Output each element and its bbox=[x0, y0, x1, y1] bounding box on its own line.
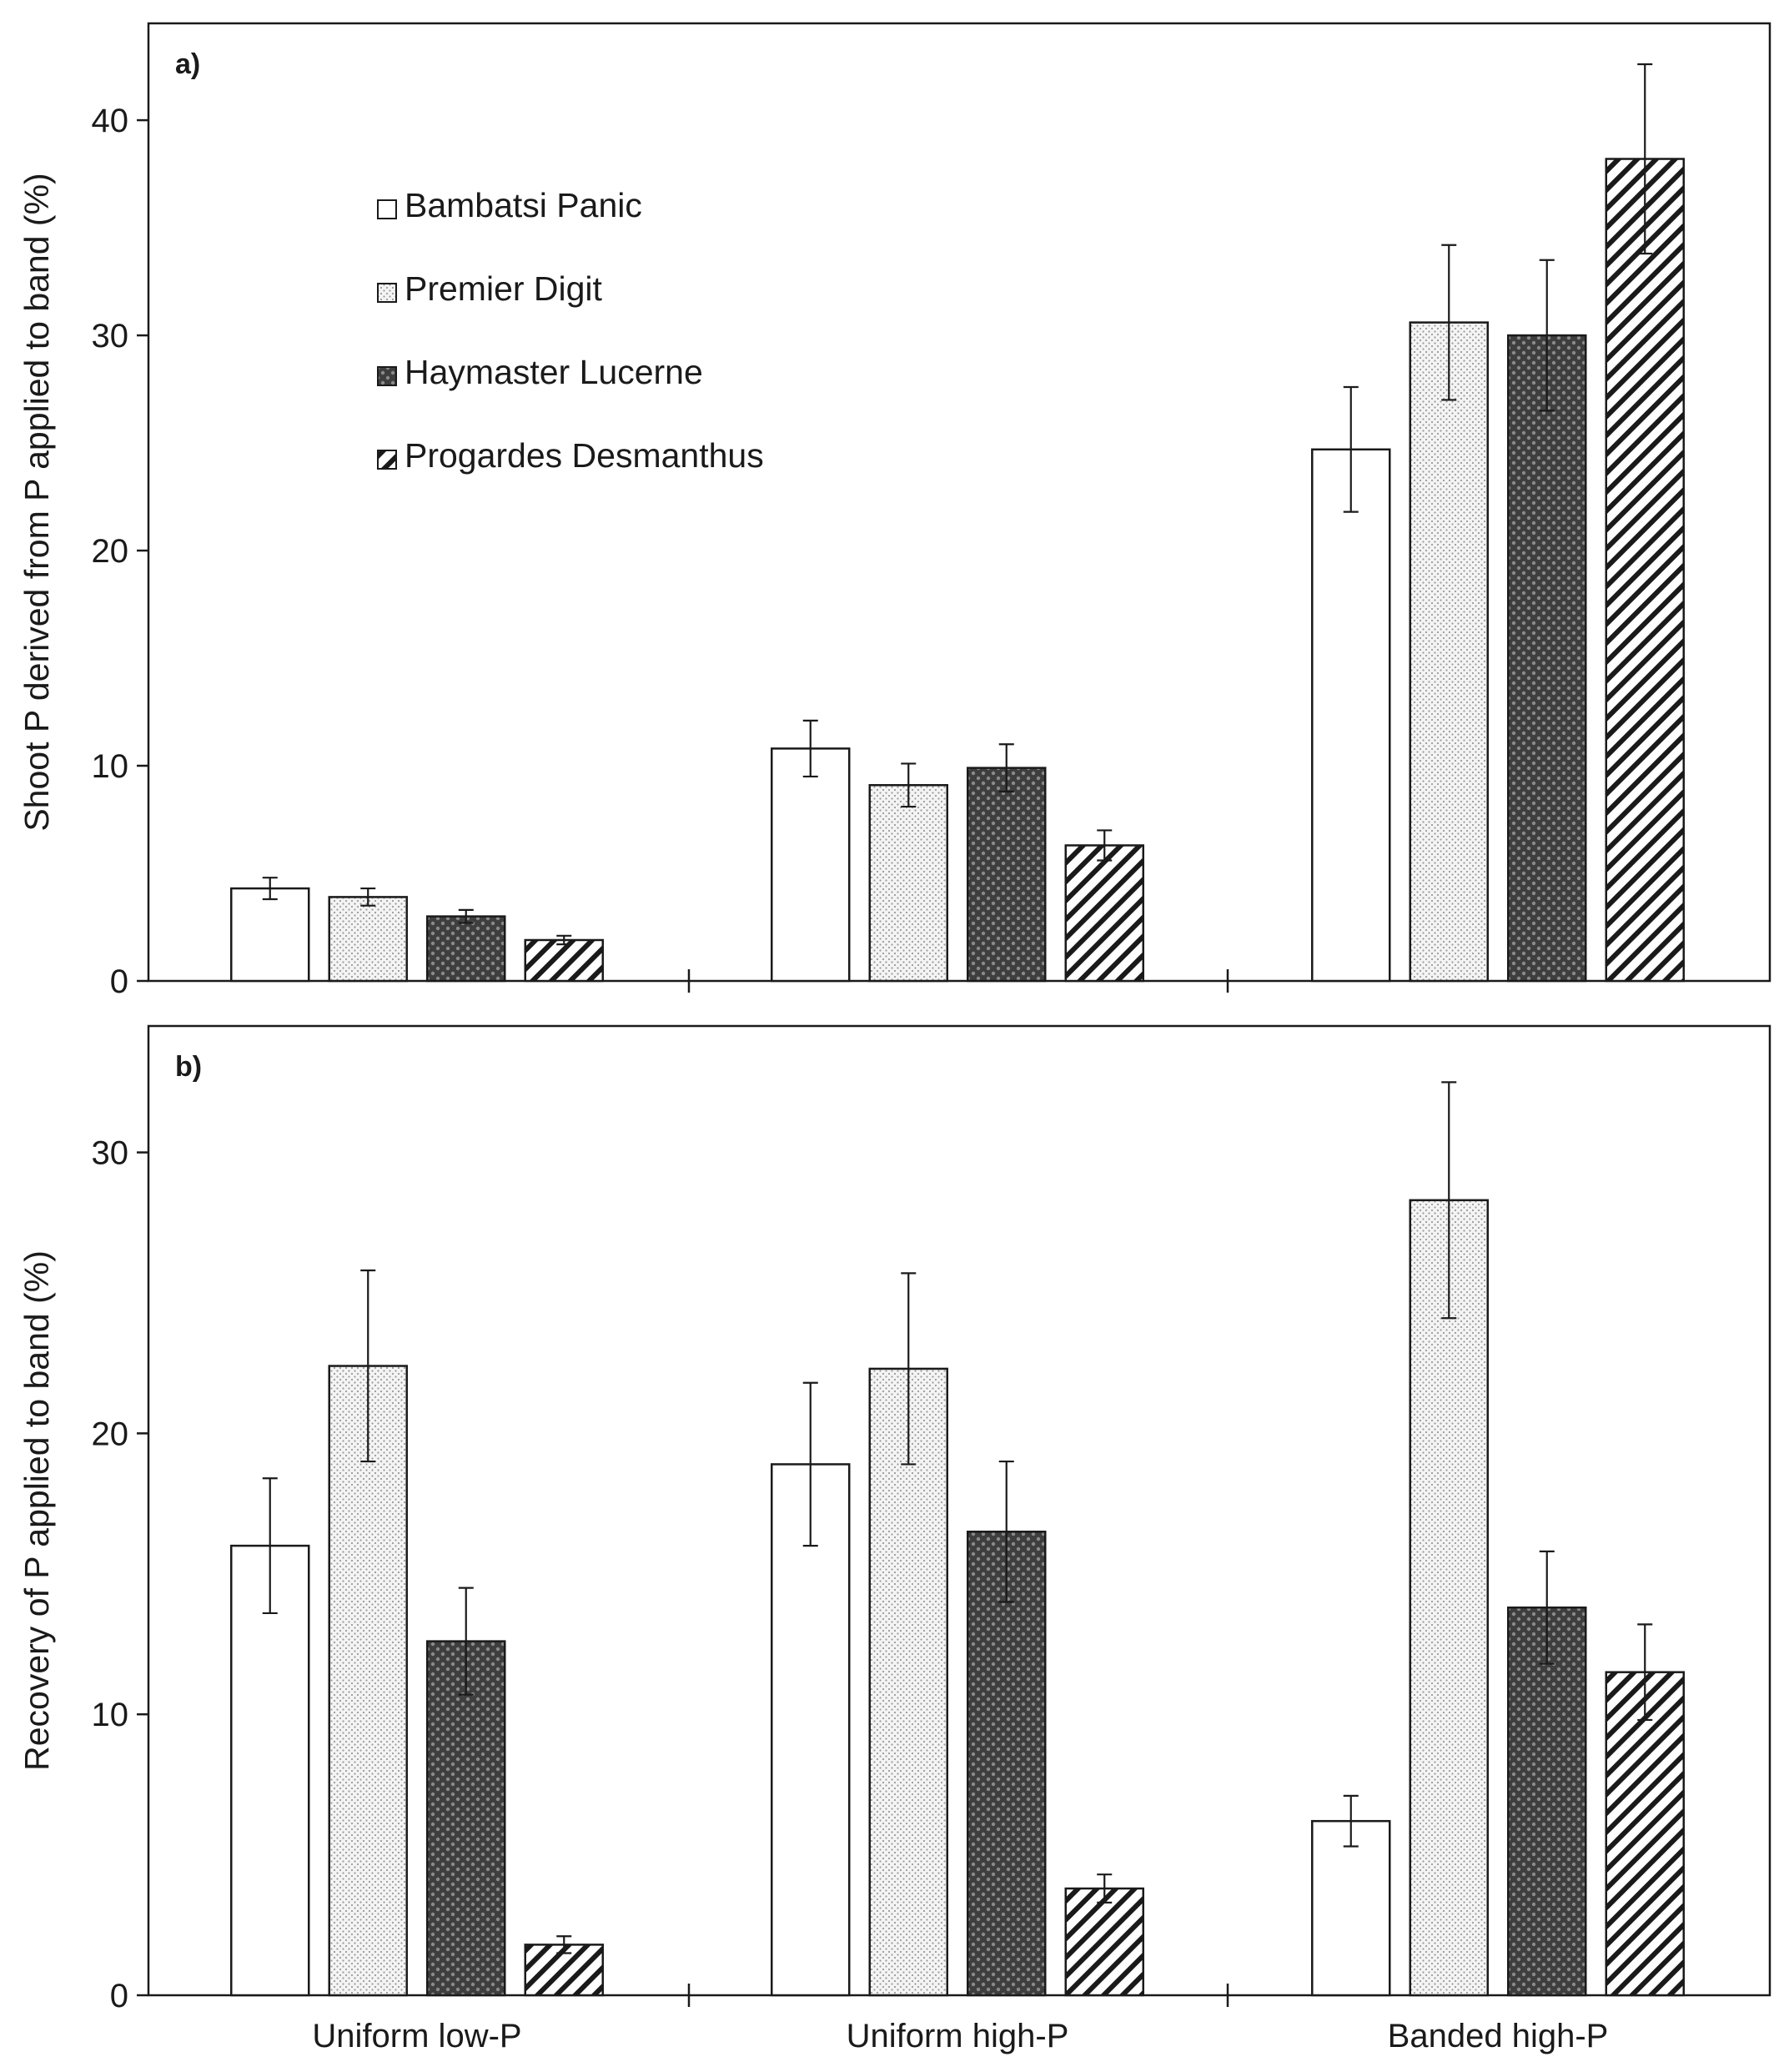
panel-b-bar-haymaster-lucerne-uniform-low-p-error-bar bbox=[458, 1587, 474, 1696]
panel-a-bar-progardes-desmanthus-uniform-high-p-error-bar bbox=[1097, 829, 1113, 862]
panel-a-bar-bambatsi-panic-uniform-low-p bbox=[230, 887, 310, 983]
panel-a-ytick-label: 0 bbox=[110, 963, 128, 1000]
panel-b-bar-haymaster-lucerne-banded-high-p-error-bar bbox=[1539, 1550, 1555, 1665]
panel-b-bar-bambatsi-panic-uniform-high-p bbox=[771, 1463, 851, 1997]
panel-a-bar-haymaster-lucerne-uniform-low-p-error-bar bbox=[458, 908, 474, 924]
panel-b-bar-premier-digit-uniform-low-p bbox=[328, 1365, 408, 1997]
legend-label-progardes-desmanthus: Progardes Desmanthus bbox=[405, 436, 764, 475]
panel-a-bar-progardes-desmanthus-banded-high-p bbox=[1605, 158, 1685, 983]
panel-a-bar-bambatsi-panic-banded-high-p bbox=[1311, 448, 1391, 983]
panel-b-bar-haymaster-lucerne-uniform-high-p-error-bar bbox=[998, 1460, 1014, 1603]
panel-b: b) 0 10 20 30 Recovery of P applied to band (… bbox=[18, 1024, 1771, 2054]
panel-a-bar-haymaster-lucerne-banded-high-p-error-bar bbox=[1539, 259, 1555, 412]
panel-a-ytick-label: 30 bbox=[92, 318, 129, 355]
legend-swatch-progardes-desmanthus bbox=[377, 450, 397, 470]
panel-b-bar-premier-digit-banded-high-p-error-bar bbox=[1441, 1081, 1457, 1320]
panel-a-bar-progardes-desmanthus-uniform-low-p-error-bar bbox=[556, 934, 572, 946]
panel-a-label: a) bbox=[175, 48, 200, 80]
legend-label-premier-digit: Premier Digit bbox=[405, 269, 603, 308]
panel-a-bar-bambatsi-panic-uniform-low-p-error-bar bbox=[262, 877, 278, 901]
panel-a-bar-progardes-desmanthus-banded-high-p-error-bar bbox=[1637, 63, 1653, 255]
x-category-label-banded-high-p: Banded high-P bbox=[1388, 2018, 1609, 2054]
x-category-label-uniform-high-p: Uniform high-P bbox=[847, 2018, 1069, 2054]
panel-b-bar-haymaster-lucerne-uniform-high-p bbox=[967, 1531, 1047, 1997]
panel-a-bar-premier-digit-uniform-low-p-error-bar bbox=[360, 887, 376, 907]
panel-b-bar-progardes-desmanthus-uniform-low-p-error-bar bbox=[556, 1935, 572, 1954]
panel-b-bar-haymaster-lucerne-uniform-low-p bbox=[426, 1640, 506, 1997]
panel-b-bar-bambatsi-panic-banded-high-p-error-bar bbox=[1343, 1794, 1359, 1848]
panel-a-ytick-label: 20 bbox=[92, 533, 129, 570]
panel-a-bar-premier-digit-uniform-low-p bbox=[328, 896, 408, 983]
legend-swatch-premier-digit bbox=[377, 283, 397, 303]
legend: Bambatsi Panic Premier Digit Haymaster Luc… bbox=[377, 186, 764, 475]
panel-b-bar-premier-digit-uniform-high-p bbox=[868, 1367, 948, 1997]
panel-a-bar-haymaster-lucerne-banded-high-p bbox=[1507, 334, 1587, 983]
panel-a-bar-progardes-desmanthus-uniform-low-p bbox=[524, 938, 604, 983]
panel-a-ytick-label: 10 bbox=[92, 748, 129, 785]
panel-b-bar-progardes-desmanthus-uniform-high-p-error-bar bbox=[1097, 1873, 1113, 1904]
legend-swatch-haymaster-lucerne bbox=[377, 366, 397, 386]
panel-b-bar-bambatsi-panic-uniform-low-p-error-bar bbox=[262, 1477, 278, 1615]
panel-b-bar-premier-digit-uniform-high-p-error-bar bbox=[901, 1272, 917, 1466]
panel-b-ylabel: Recovery of P applied to band (%) bbox=[18, 1250, 56, 1771]
panel-b-bar-haymaster-lucerne-banded-high-p bbox=[1507, 1606, 1587, 1997]
panel-a-bar-premier-digit-uniform-high-p bbox=[868, 783, 948, 983]
panel-b-bar-progardes-desmanthus-uniform-high-p bbox=[1064, 1887, 1144, 1997]
panel-a-bar-bambatsi-panic-uniform-high-p bbox=[771, 747, 851, 983]
panel-b-ytick-label: 30 bbox=[92, 1135, 129, 1172]
panel-a-bar-bambatsi-panic-uniform-high-p-error-bar bbox=[802, 719, 818, 778]
panel-b-bar-premier-digit-uniform-low-p-error-bar bbox=[360, 1269, 376, 1463]
panel-a-bar-haymaster-lucerne-uniform-high-p-error-bar bbox=[998, 743, 1014, 793]
panel-b-frame bbox=[147, 1024, 1771, 1997]
panel-b-bar-bambatsi-panic-uniform-high-p-error-bar bbox=[802, 1381, 818, 1547]
legend-label-bambatsi-panic: Bambatsi Panic bbox=[405, 186, 642, 224]
legend-label-haymaster-lucerne: Haymaster Lucerne bbox=[405, 353, 703, 391]
panel-a-bar-bambatsi-panic-banded-high-p-error-bar bbox=[1343, 385, 1359, 513]
panel-b-label: b) bbox=[175, 1051, 202, 1083]
panel-b-ytick-label: 10 bbox=[92, 1697, 129, 1733]
panel-b-ytick-label: 0 bbox=[110, 1978, 128, 2014]
panel-b-bar-premier-digit-banded-high-p bbox=[1409, 1199, 1489, 1997]
panel-b-ytick-label: 20 bbox=[92, 1416, 129, 1452]
panel-a-bar-premier-digit-uniform-high-p-error-bar bbox=[901, 762, 917, 808]
legend-swatch-bambatsi-panic bbox=[377, 199, 397, 219]
panel-a-bar-premier-digit-banded-high-p bbox=[1409, 321, 1489, 983]
panel-a: a) 0 10 20 30 40 Shoot P derived from P applie… bbox=[18, 22, 1771, 1000]
panel-a-bar-haymaster-lucerne-uniform-high-p bbox=[967, 767, 1047, 983]
panel-b-bar-bambatsi-panic-uniform-low-p bbox=[230, 1544, 310, 1997]
panel-b-bar-progardes-desmanthus-banded-high-p-error-bar bbox=[1637, 1623, 1653, 1722]
panel-a-frame bbox=[147, 22, 1771, 983]
panel-a-bar-premier-digit-banded-high-p-error-bar bbox=[1441, 244, 1457, 401]
panel-a-ylabel: Shoot P derived from P applied to band (… bbox=[18, 173, 56, 831]
panel-a-bar-progardes-desmanthus-uniform-high-p bbox=[1064, 844, 1144, 983]
x-category-label-uniform-low-p: Uniform low-P bbox=[312, 2018, 521, 2054]
panel-a-bar-haymaster-lucerne-uniform-low-p bbox=[426, 915, 506, 983]
panel-a-ytick-label: 40 bbox=[92, 103, 129, 139]
